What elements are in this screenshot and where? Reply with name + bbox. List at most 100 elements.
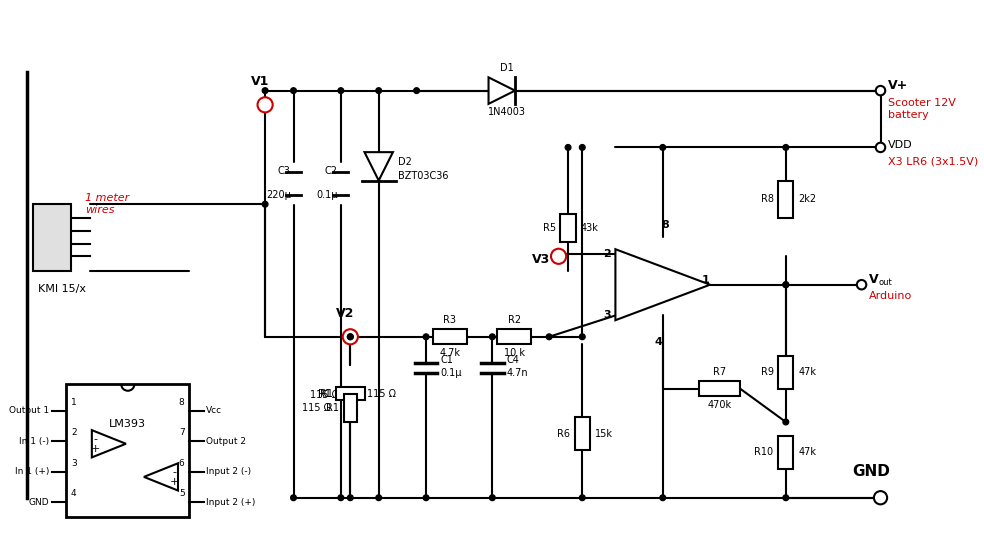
Polygon shape [615, 249, 710, 320]
Circle shape [783, 495, 788, 500]
Text: KMI 15/x: KMI 15/x [37, 285, 86, 295]
Text: +: + [169, 477, 179, 487]
Bar [497, 329, 531, 344]
Text: -: - [172, 467, 176, 477]
Text: 115 Ω: 115 Ω [302, 403, 332, 413]
Text: 10 k: 10 k [504, 348, 524, 358]
Text: 47k: 47k [798, 447, 816, 457]
Circle shape [347, 495, 353, 500]
Text: C4: C4 [507, 356, 520, 366]
Text: Vcc: Vcc [207, 406, 222, 415]
Text: 2: 2 [71, 428, 77, 437]
Text: 43k: 43k [581, 223, 598, 233]
Text: D2: D2 [398, 157, 411, 167]
Text: LM 393: LM 393 [637, 275, 674, 285]
Text: 2k2: 2k2 [798, 195, 817, 205]
Text: BZT03C36: BZT03C36 [398, 171, 448, 181]
Text: 8: 8 [661, 220, 669, 230]
Circle shape [338, 88, 343, 93]
Text: 7: 7 [179, 428, 185, 437]
Text: R2: R2 [508, 315, 521, 325]
Text: Input 2 (-): Input 2 (-) [207, 467, 252, 476]
Text: 1 meter
wires: 1 meter wires [86, 193, 130, 215]
Circle shape [580, 334, 585, 340]
Text: R8: R8 [761, 195, 773, 205]
Bar [778, 181, 793, 219]
Circle shape [783, 282, 788, 287]
Bar [337, 387, 364, 400]
Bar [575, 417, 589, 451]
Text: V+: V+ [889, 79, 908, 92]
Circle shape [876, 86, 886, 96]
Text: LM393: LM393 [109, 419, 147, 429]
Text: R10: R10 [755, 447, 773, 457]
Text: Arduino: Arduino [869, 291, 912, 301]
Text: out: out [879, 278, 892, 287]
Circle shape [263, 88, 268, 93]
Text: 115 Ω: 115 Ω [310, 391, 338, 400]
Text: In 1 (+): In 1 (+) [15, 467, 49, 476]
Text: R6: R6 [557, 429, 570, 439]
Circle shape [342, 329, 358, 344]
Text: 5: 5 [179, 489, 185, 498]
Text: Input 2 (+): Input 2 (+) [207, 498, 256, 506]
Bar [66, 384, 189, 517]
Circle shape [376, 495, 382, 500]
Text: V: V [869, 273, 879, 286]
Circle shape [857, 280, 866, 290]
Text: R1: R1 [326, 403, 338, 413]
Text: 15k: 15k [594, 429, 613, 439]
Text: VDD: VDD [889, 140, 913, 150]
Text: Output 1: Output 1 [9, 406, 49, 415]
Text: 1N4003: 1N4003 [487, 107, 525, 117]
Bar [33, 204, 71, 271]
Circle shape [546, 334, 552, 340]
Circle shape [783, 145, 788, 150]
Text: 4: 4 [71, 489, 77, 498]
Polygon shape [364, 152, 393, 181]
Circle shape [783, 282, 788, 287]
Circle shape [290, 88, 296, 93]
Circle shape [660, 145, 665, 150]
Text: 0.1µ: 0.1µ [440, 368, 461, 378]
Text: 4.7n: 4.7n [507, 368, 528, 378]
Bar [343, 394, 357, 422]
Text: GND: GND [852, 464, 890, 479]
Polygon shape [144, 463, 178, 491]
Text: -: - [622, 260, 628, 276]
Polygon shape [92, 430, 126, 457]
Circle shape [580, 495, 585, 500]
Circle shape [489, 334, 495, 340]
Text: V3: V3 [532, 253, 551, 266]
Bar [561, 214, 576, 242]
Circle shape [876, 143, 886, 152]
Text: C2: C2 [325, 166, 338, 176]
Text: R7: R7 [713, 367, 726, 377]
Circle shape [376, 88, 382, 93]
Text: +: + [619, 294, 632, 309]
Text: 0.1µ: 0.1µ [317, 190, 338, 200]
Text: Output 2: Output 2 [207, 437, 246, 446]
Circle shape [338, 495, 343, 500]
Text: 8: 8 [179, 398, 185, 407]
Circle shape [423, 495, 429, 500]
Circle shape [565, 145, 571, 150]
Text: V1: V1 [251, 75, 270, 88]
Text: 220µ: 220µ [266, 190, 290, 200]
Circle shape [347, 334, 353, 340]
Circle shape [258, 97, 273, 112]
Circle shape [423, 334, 429, 340]
Circle shape [489, 495, 495, 500]
Text: 3: 3 [603, 310, 611, 320]
Text: 470k: 470k [707, 400, 732, 410]
Bar [778, 356, 793, 389]
Text: Scooter 12V
battery: Scooter 12V battery [889, 98, 955, 120]
Text: R9: R9 [761, 367, 773, 377]
Circle shape [878, 145, 884, 150]
Circle shape [413, 88, 419, 93]
Text: R5: R5 [542, 223, 556, 233]
Polygon shape [488, 77, 515, 104]
Circle shape [783, 419, 788, 425]
Text: 1: 1 [702, 275, 709, 285]
Text: X3 LR6 (3x1.5V): X3 LR6 (3x1.5V) [889, 157, 978, 167]
